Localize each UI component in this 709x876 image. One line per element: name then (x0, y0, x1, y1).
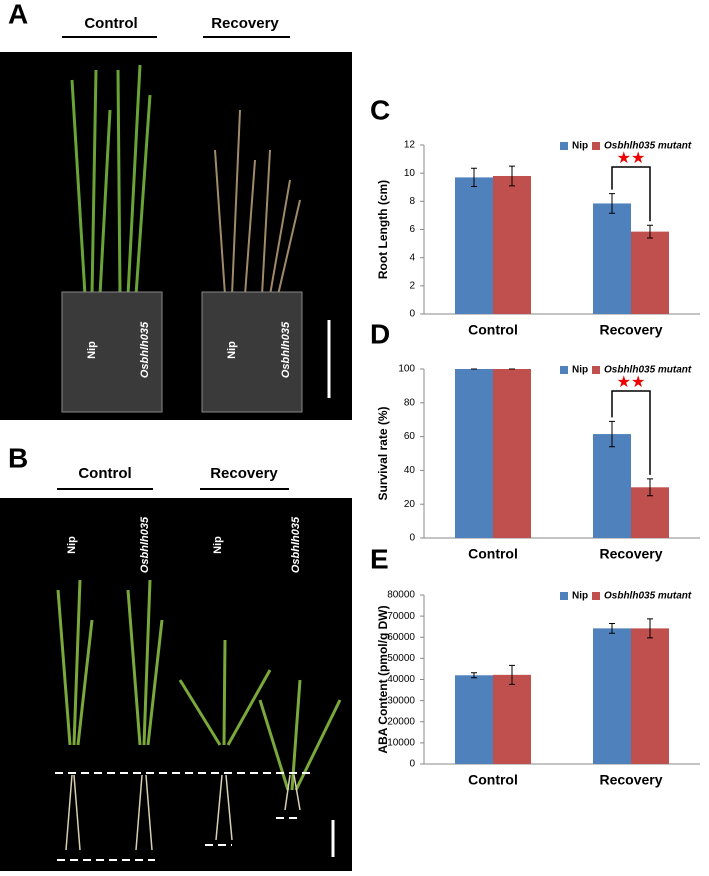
panel-label: A (8, 0, 28, 29)
plants (70, 64, 152, 296)
x-tick-label: Control (468, 546, 518, 562)
bar (455, 177, 493, 314)
plant-label: Nip (86, 341, 98, 359)
y-axis-title: ABA Content (pmol/g DW) (376, 605, 390, 753)
pot (61, 291, 163, 413)
significance-stars: ★★ (617, 374, 646, 391)
x-tick-label: Recovery (599, 772, 662, 788)
panel-label: E (370, 543, 389, 574)
bar (493, 674, 531, 764)
error-bar (471, 672, 477, 679)
y-tick-label: 70000 (387, 611, 415, 622)
legend-swatch (592, 142, 600, 150)
pot (201, 291, 303, 413)
y-tick-label: 8 (409, 196, 415, 207)
error-bar (647, 224, 653, 239)
y-tick-label: 4 (409, 252, 415, 263)
group-label: Control (78, 465, 131, 482)
y-axis-title: Survival rate (%) (376, 406, 390, 500)
y-tick-label: 0 (409, 309, 415, 320)
plant-label: Nip (66, 536, 78, 554)
significance-bracket (611, 166, 651, 222)
x-tick-label: Recovery (599, 322, 662, 338)
y-tick-label: 80000 (387, 590, 415, 601)
error-bar (647, 478, 653, 497)
legend-swatch (560, 142, 568, 150)
legend-label: Nip (572, 141, 588, 152)
legend-label: Nip (572, 365, 588, 376)
y-tick-label: 6 (409, 224, 415, 235)
y-axis-title: Root Length (cm) (376, 180, 390, 279)
error-bar (609, 420, 615, 448)
error-bar (471, 167, 477, 188)
plants (214, 109, 301, 296)
bar (593, 203, 631, 314)
group-label: Control (84, 15, 137, 32)
y-tick-label: 12 (404, 140, 416, 151)
y-tick-label: 0 (409, 533, 415, 544)
x-tick-label: Control (468, 772, 518, 788)
y-tick-label: 30000 (387, 695, 415, 706)
error-bar (509, 165, 515, 187)
y-tick-label: 2 (409, 280, 415, 291)
bar (593, 628, 631, 764)
y-tick-label: 10000 (387, 738, 415, 749)
legend-swatch (560, 592, 568, 600)
y-tick-label: 20 (404, 499, 416, 510)
panel-label: C (370, 94, 390, 125)
bar (631, 628, 669, 764)
panel-label: D (370, 318, 390, 349)
plant-label: Nip (226, 341, 238, 359)
y-tick-label: 80 (404, 397, 416, 408)
plant-label: Osbhlh035 (290, 516, 302, 573)
plant-label: Osbhlh035 (139, 321, 151, 378)
legend-swatch (560, 366, 568, 374)
error-bar (647, 618, 653, 639)
y-tick-label: 0 (409, 759, 415, 770)
bar (593, 434, 631, 538)
bar (455, 675, 493, 764)
legend-label: Nip (572, 591, 588, 602)
y-tick-label: 60 (404, 431, 416, 442)
legend-label: Osbhlh035 mutant (604, 365, 692, 376)
y-tick-label: 50000 (387, 653, 415, 664)
significance-bracket (611, 390, 651, 475)
photo (0, 498, 352, 871)
legend-label: Osbhlh035 mutant (604, 141, 692, 152)
plants (56, 579, 342, 791)
bar (631, 231, 669, 314)
y-tick-label: 60000 (387, 632, 415, 643)
dashed-guides (55, 772, 310, 861)
error-bar (609, 623, 615, 634)
roots (65, 774, 301, 851)
y-tick-label: 40 (404, 465, 416, 476)
legend-swatch (592, 592, 600, 600)
bar (455, 369, 493, 538)
bar (493, 175, 531, 314)
panel-label: B (8, 442, 28, 473)
y-tick-label: 20000 (387, 716, 415, 727)
x-tick-label: Recovery (599, 546, 662, 562)
group-label: Recovery (211, 15, 279, 32)
bar (493, 369, 531, 538)
significance-stars: ★★ (617, 150, 646, 167)
y-tick-label: 40000 (387, 674, 415, 685)
plant-label: Osbhlh035 (139, 516, 151, 573)
y-tick-label: 100 (398, 364, 415, 375)
legend-swatch (592, 366, 600, 374)
y-tick-label: 10 (404, 168, 416, 179)
x-tick-label: Control (468, 322, 518, 338)
error-bar (509, 664, 515, 685)
plant-label: Nip (212, 536, 224, 554)
legend-label: Osbhlh035 mutant (604, 591, 692, 602)
plant-label: Osbhlh035 (280, 321, 292, 378)
group-label: Recovery (210, 465, 278, 482)
error-bar (609, 193, 615, 214)
